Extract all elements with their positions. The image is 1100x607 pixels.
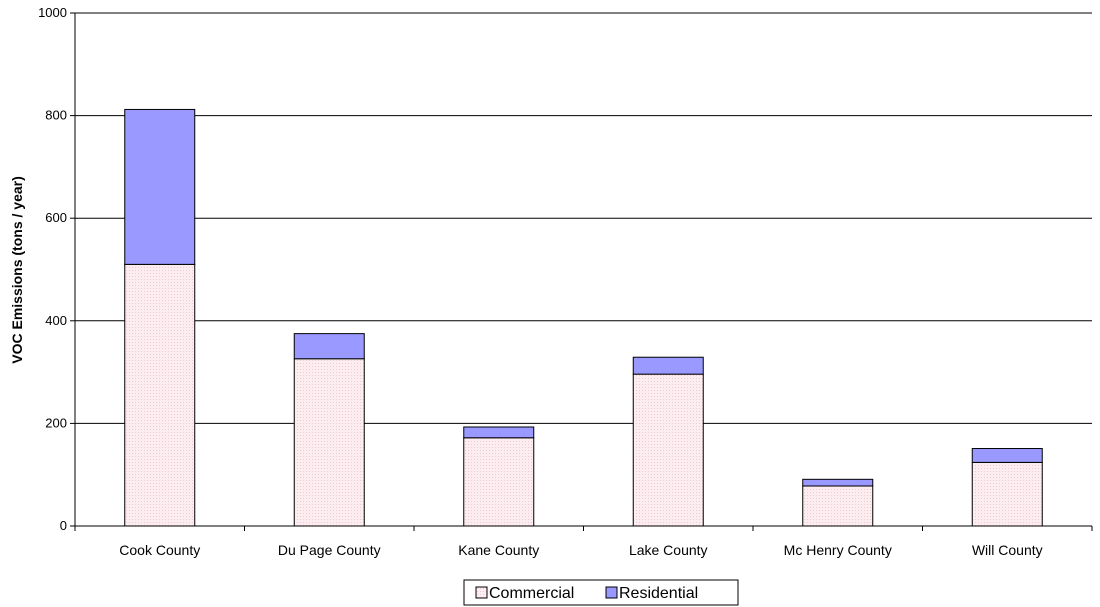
y-tick-label: 1000 <box>38 5 67 20</box>
x-tick-label: Will County <box>972 542 1043 558</box>
bar-residential-du-page-county <box>293 333 365 360</box>
tick-labels: 0 200 400 600 800 1000 Cook County Du Page Coun… <box>38 5 1043 558</box>
x-tick-label: Du Page County <box>278 542 381 558</box>
x-tick-label: Kane County <box>458 542 539 558</box>
y-axis-title: VOC Emissions (tons / year) <box>9 176 25 364</box>
bar-residential-kane-county <box>463 426 535 439</box>
legend-box <box>463 579 739 606</box>
bars <box>124 108 1043 527</box>
bar-commercial-lake-county <box>632 373 704 527</box>
legend: Commercial Residential <box>463 579 739 606</box>
bar-residential-will-county <box>971 448 1043 463</box>
bar-residential-mc-henry-county <box>802 478 874 487</box>
bar-commercial-cook-county <box>124 263 196 527</box>
bar-residential-cook-county <box>124 108 196 265</box>
legend-swatch-commercial <box>475 586 488 599</box>
legend-label-commercial: Commercial <box>489 585 574 602</box>
y-tick-label: 0 <box>60 518 67 533</box>
bar-commercial-mc-henry-county <box>802 485 874 527</box>
y-tick-label: 600 <box>45 210 67 225</box>
bar-residential-lake-county <box>632 356 704 375</box>
x-tick-label: Mc Henry County <box>784 542 892 558</box>
x-tick-label: Cook County <box>119 542 200 558</box>
legend-label-residential: Residential <box>619 585 698 602</box>
y-tick-label: 200 <box>45 415 67 430</box>
x-tick-label: Lake County <box>629 542 708 558</box>
gridlines <box>75 12 1092 424</box>
y-tick-label: 800 <box>45 108 67 123</box>
legend-swatch-residential <box>605 586 618 599</box>
y-tick-label: 400 <box>45 313 67 328</box>
bar-commercial-kane-county <box>463 437 535 527</box>
bar-commercial-will-county <box>971 461 1043 527</box>
axes <box>70 12 1093 531</box>
bar-commercial-du-page-county <box>293 358 365 527</box>
